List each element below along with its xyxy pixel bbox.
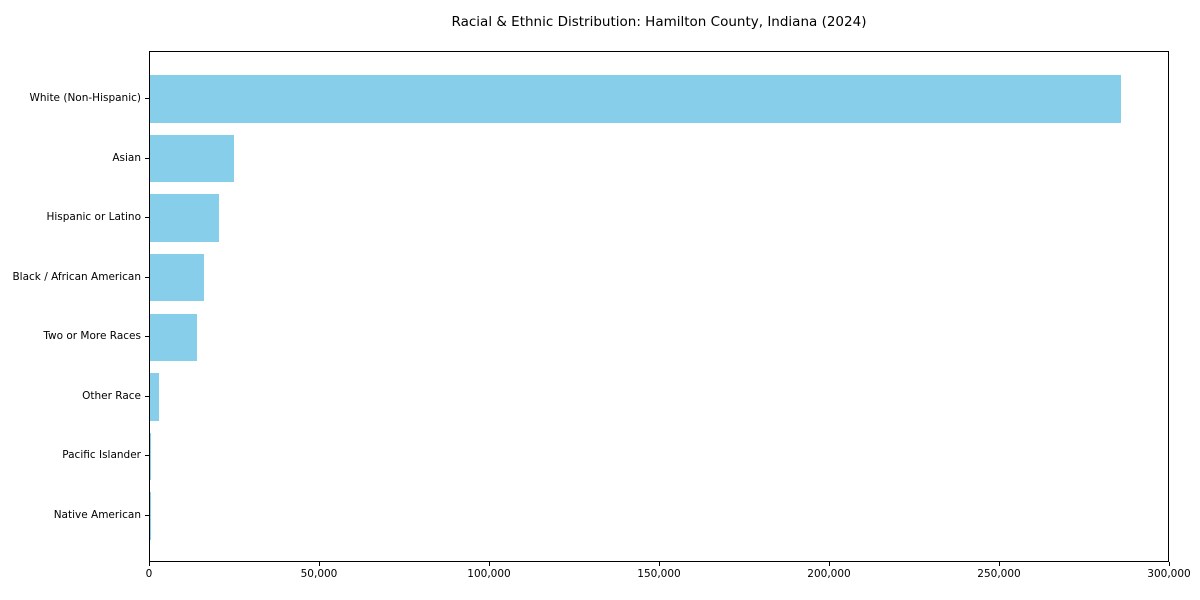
y-tick-label-hispanic-or-latino: Hispanic or Latino (46, 211, 141, 224)
y-tick-pacific-islander (145, 455, 149, 457)
plot-area (149, 51, 1169, 562)
y-tick-asian (145, 157, 149, 159)
x-tick-300-000 (1169, 562, 1170, 566)
bar-asian (150, 134, 234, 183)
y-tick-hispanic-or-latino (145, 217, 149, 219)
x-tick-label-200-000: 200,000 (807, 568, 851, 580)
x-tick-0 (149, 562, 150, 566)
y-tick-label-native-american: Native American (53, 508, 141, 521)
x-tick-250-000 (999, 562, 1000, 566)
x-tick-label-300-000: 300,000 (1147, 568, 1191, 580)
y-tick-other-race (145, 395, 149, 397)
bar-other-race (150, 373, 159, 421)
x-tick-label-50-000: 50,000 (300, 568, 338, 580)
x-tick-100-000 (489, 562, 490, 566)
y-tick-label-other-race: Other Race (82, 389, 141, 402)
bar-pacific-islander (150, 432, 151, 481)
y-tick-label-white-non-hispanic: White (Non-Hispanic) (29, 92, 141, 105)
bar-black-african-american (150, 253, 204, 302)
y-tick-label-pacific-islander: Pacific Islander (62, 449, 141, 462)
y-tick-label-asian: Asian (112, 151, 141, 164)
x-tick-label-0: 0 (145, 568, 153, 580)
bar-white-non-hispanic (150, 75, 1121, 123)
y-tick-native-american (145, 514, 149, 516)
x-tick-label-250-000: 250,000 (977, 568, 1021, 580)
y-tick-white-non-hispanic (145, 98, 149, 100)
bar-two-or-more-races (150, 313, 197, 362)
x-tick-150-000 (659, 562, 660, 566)
y-tick-two-or-more-races (145, 336, 149, 338)
chart-title: Racial & Ethnic Distribution: Hamilton C… (451, 14, 867, 30)
y-tick-label-two-or-more-races: Two or More Races (43, 330, 141, 343)
x-tick-200-000 (829, 562, 830, 566)
x-tick-50-000 (319, 562, 320, 566)
x-tick-label-100-000: 100,000 (467, 568, 511, 580)
x-tick-label-150-000: 150,000 (637, 568, 681, 580)
y-tick-black-african-american (145, 276, 149, 278)
y-tick-label-black-african-american: Black / African American (12, 270, 141, 283)
bar-hispanic-or-latino (150, 194, 219, 242)
